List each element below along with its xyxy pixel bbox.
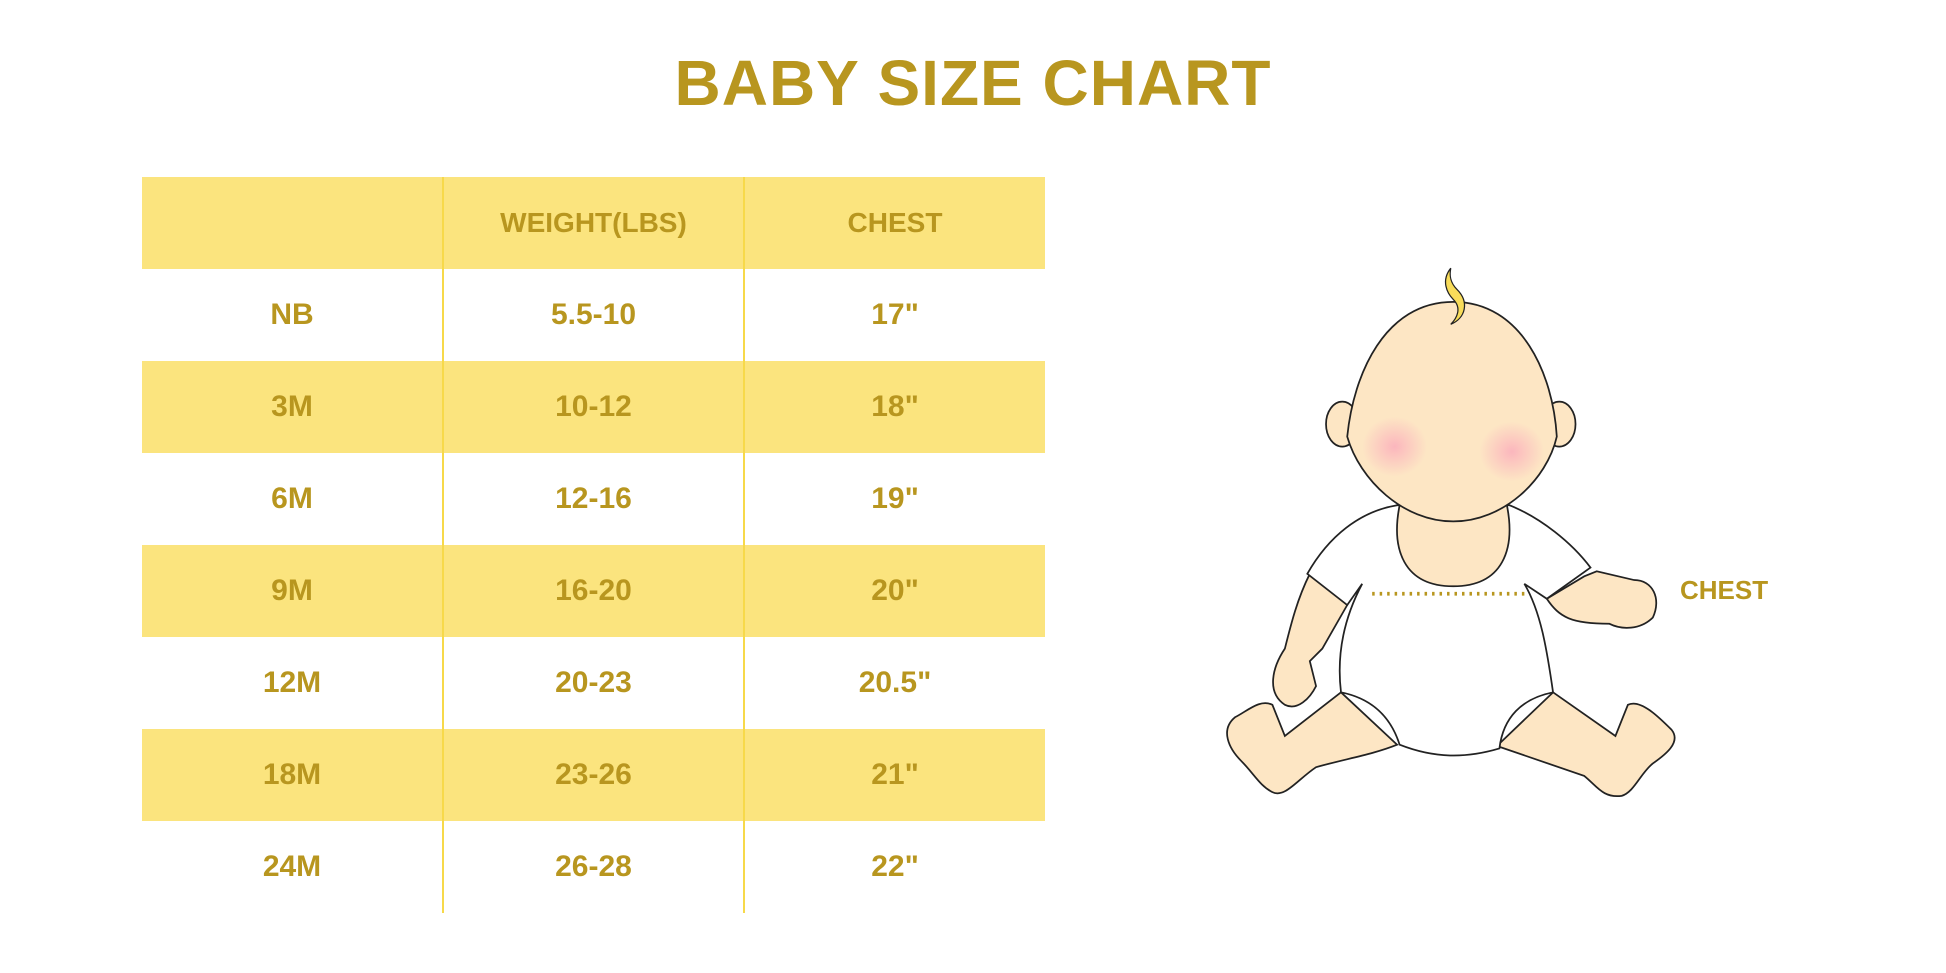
chest-cell: 22" [743, 821, 1045, 913]
weight-cell: 23-26 [442, 729, 744, 821]
weight-cell: 16-20 [442, 545, 744, 637]
size-table: WEIGHT(LBS) CHEST NB 5.5-10 17" 3M 10-12 18"… [142, 177, 1045, 913]
size-cell: 9M [271, 574, 313, 607]
weight-cell: 20-23 [442, 637, 744, 729]
weight-cell: 26-28 [442, 821, 744, 913]
weight-cell: 10-12 [442, 361, 744, 453]
table-row: NB 5.5-10 17" [142, 269, 1045, 361]
size-cell: 12M [262, 666, 322, 699]
table-row: 24M 26-28 22" [142, 821, 1045, 913]
header-weight: WEIGHT(LBS) [442, 177, 744, 269]
size-cell: 6M [271, 482, 313, 515]
size-cell: NB [270, 298, 314, 331]
weight-cell: 12-16 [442, 453, 744, 545]
table-row: 3M 10-12 18" [142, 361, 1045, 453]
size-cell: 18M [262, 758, 322, 791]
chest-cell: 18" [743, 361, 1045, 453]
chest-cell: 19" [743, 453, 1045, 545]
hair-curl [1444, 267, 1466, 325]
page-title: BABY SIZE CHART [674, 47, 1272, 119]
chest-cell: 20.5" [743, 637, 1045, 729]
header-chest: CHEST [743, 177, 1045, 269]
weight-cell: 5.5-10 [442, 269, 744, 361]
size-cell: 24M [262, 850, 322, 883]
size-cell: 3M [271, 390, 313, 423]
table-row: 9M 16-20 20" [142, 545, 1045, 637]
chest-cell: 17" [743, 269, 1045, 361]
table-row: 6M 12-16 19" [142, 453, 1045, 545]
chest-cell: 21" [743, 729, 1045, 821]
table-header-row: WEIGHT(LBS) CHEST [142, 177, 1045, 269]
table-row: 18M 23-26 21" [142, 729, 1045, 821]
chest-cell: 20" [743, 545, 1045, 637]
right-cheek [1479, 421, 1545, 482]
left-cheek [1362, 416, 1428, 477]
table-row: 12M 20-23 20.5" [142, 637, 1045, 729]
chest-label: CHEST [1680, 575, 1769, 605]
baby-figure [1226, 301, 1676, 798]
